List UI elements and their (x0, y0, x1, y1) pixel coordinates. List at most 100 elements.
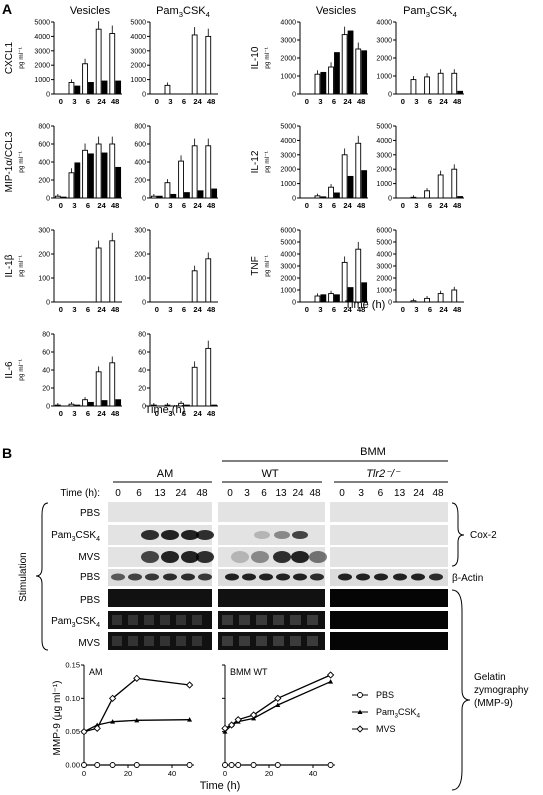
zymo-band (176, 636, 186, 646)
x-tick-label: 0 (401, 201, 405, 210)
blot-band (196, 530, 214, 540)
chart-bmm-wt: 0 20 40 BMM WT (221, 664, 335, 778)
bar-open (424, 76, 430, 95)
chart-am: 0.00 0.05 0.10 0.15 0 20 40 AM (65, 661, 194, 778)
bar-open (355, 248, 362, 303)
y-tick-label: 0 (388, 196, 392, 203)
y-tick-label: 1000 (280, 181, 296, 188)
x-tick-label: 48 (453, 201, 461, 210)
bar-filled (156, 195, 163, 199)
blot-band (181, 573, 195, 581)
legend-marker-pbs (357, 692, 363, 698)
point-pam (328, 679, 334, 684)
y-tick-label: 5000 (280, 240, 296, 247)
y-tick-label: 3000 (280, 38, 296, 45)
zymo-row-pbs: PBS (80, 595, 100, 606)
row-pbs-actin: PBS (80, 572, 100, 583)
x-tick-label: 48 (207, 97, 215, 106)
x-tick-label: 6 (182, 201, 186, 210)
x-tick-label: 24 (97, 305, 106, 314)
blot-band (141, 551, 159, 563)
y-tick-label: 300 (38, 228, 50, 235)
bar-filled (457, 90, 464, 95)
point-pbs (250, 762, 257, 768)
cytokine-label: IL-12 (250, 150, 261, 173)
bar-open (68, 172, 75, 199)
bar-filled (347, 287, 354, 303)
y-tick-label: 0 (46, 92, 50, 99)
legend-marker-pam (357, 709, 363, 714)
point-pbs (133, 762, 140, 768)
point-mvs (274, 694, 282, 702)
x-tick-label: 20 (124, 769, 132, 778)
y-tick-label: 1000 (376, 288, 392, 295)
x-tick-label: 24 (439, 97, 448, 106)
bar-open (437, 72, 444, 95)
zymo-band (290, 615, 301, 625)
panel-a: A Vesicles Pam3CSK4 Vesicles Pam3CSK40100020… (2, 1, 464, 418)
y-tick-label: 800 (38, 124, 50, 131)
x-tick-label: 0 (155, 409, 159, 418)
zymo-band (222, 636, 233, 646)
unit-label: pg ml⁻¹ (264, 254, 271, 276)
y-tick-label: 3000 (376, 264, 392, 271)
zymo-band (239, 636, 250, 646)
point-mvs (80, 728, 88, 736)
bar-open (424, 297, 430, 303)
x-tick-label: 48 (453, 97, 461, 106)
y-tick-label: 3000 (34, 48, 50, 55)
bar-filled (334, 52, 340, 95)
time-tlr2: 48 (432, 488, 444, 499)
y-tick-label: 2000 (130, 63, 146, 70)
blot-band (111, 573, 125, 581)
bar-open (451, 168, 458, 199)
blot-band (374, 573, 388, 581)
x-tick-label: 6 (86, 201, 90, 210)
point-mvs (221, 724, 229, 732)
zymo-band (112, 615, 122, 625)
x-tick-label: 0 (155, 97, 159, 106)
header-vesicles-right: Vesicles (316, 5, 357, 17)
zymo-band (128, 615, 138, 625)
y-tick-label: 3000 (376, 152, 392, 159)
zymo-band (160, 636, 170, 646)
x-tick-label: 24 (439, 305, 448, 314)
blot-band (231, 551, 249, 563)
y-tick-label: 300 (134, 228, 146, 235)
legend: PBS Pam3CSK4 MVS (352, 690, 421, 734)
y-tick-label: 20 (138, 386, 146, 393)
bar-open (95, 371, 102, 407)
y-tick-label: 3000 (376, 38, 392, 45)
bar-filled (361, 282, 368, 303)
bar-open (314, 73, 321, 95)
y-tick-label: 0.15 (65, 661, 80, 670)
x-tick-label: 6 (86, 97, 90, 106)
time-wt: 13 (275, 488, 287, 499)
blot-band (181, 551, 199, 563)
bar-open (437, 174, 444, 199)
cytokine-label: IL-10 (250, 46, 261, 69)
bar-open (328, 293, 334, 303)
blot-band (338, 573, 352, 581)
y-tick-label: 5000 (34, 20, 50, 27)
cytokine-label: MIP-1α/CCL3 (4, 131, 15, 192)
zymo-strip (108, 589, 212, 607)
bar-filled (74, 404, 81, 407)
unit-label: pg ml⁻¹ (18, 150, 25, 172)
y-tick-label: 0 (142, 300, 146, 307)
bar-open (191, 366, 198, 407)
time-wt: 48 (309, 488, 321, 499)
header-pam-right: Pam3CSK4 (403, 5, 458, 19)
blot-background (218, 525, 325, 545)
blot-band (254, 531, 270, 539)
bar-open (410, 196, 417, 199)
time-am: 6 (136, 488, 142, 499)
bar-open (109, 362, 116, 407)
y-tick-label: 4000 (130, 34, 146, 41)
blot-background (108, 502, 212, 522)
x-tick-label: 0 (59, 409, 63, 418)
row-pbs: PBS (80, 508, 100, 519)
zymo-strip (330, 589, 448, 607)
